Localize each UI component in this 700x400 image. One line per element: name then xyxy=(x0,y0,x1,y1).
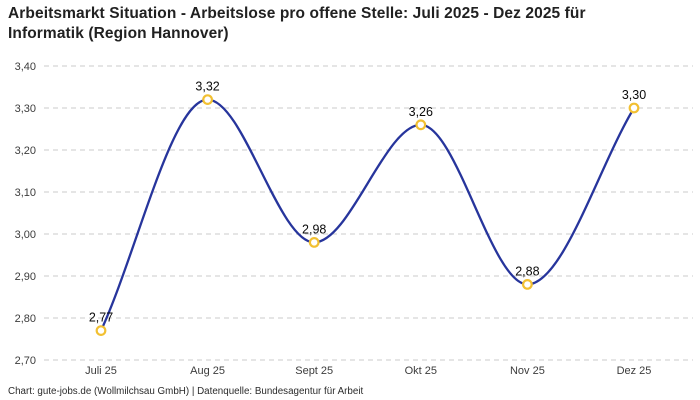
series-line xyxy=(99,98,636,332)
data-point-marker xyxy=(522,279,533,290)
data-point-marker xyxy=(628,102,640,114)
data-point-label: 3,30 xyxy=(622,88,646,102)
data-point-marker xyxy=(95,325,107,337)
x-tick-label: Dez 25 xyxy=(617,365,652,377)
data-point-label: 2,88 xyxy=(515,264,539,278)
data-point-label: 2,98 xyxy=(302,222,326,236)
x-tick-label: Nov 25 xyxy=(510,365,545,377)
y-tick-label: 2,80 xyxy=(15,313,36,325)
data-point-label: 3,26 xyxy=(409,105,433,119)
data-point-marker xyxy=(415,119,427,131)
chart-title: Arbeitsmarkt Situation - Arbeitslose pro… xyxy=(8,5,586,42)
x-tick-label: Sept 25 xyxy=(295,365,333,377)
y-tick-label: 3,40 xyxy=(15,61,36,73)
data-point-label: 2,77 xyxy=(89,311,113,325)
data-point-marker xyxy=(202,94,214,105)
y-tick-label: 3,30 xyxy=(15,103,36,115)
y-tick-label: 2,70 xyxy=(15,355,36,367)
x-tick-label: Aug 25 xyxy=(190,365,225,377)
y-tick-label: 3,20 xyxy=(15,145,36,157)
chart-footer-credit: Chart: gute-jobs.de (Wollmilchsau GmbH) … xyxy=(8,386,364,397)
x-tick-label: Okt 25 xyxy=(405,365,437,377)
y-tick-label: 2,90 xyxy=(15,271,36,283)
y-tick-label: 3,10 xyxy=(15,187,36,199)
y-tick-label: 3,00 xyxy=(15,229,36,241)
x-tick-label: Juli 25 xyxy=(85,365,117,377)
data-point-marker xyxy=(308,236,320,248)
data-point-label: 3,32 xyxy=(195,80,219,94)
